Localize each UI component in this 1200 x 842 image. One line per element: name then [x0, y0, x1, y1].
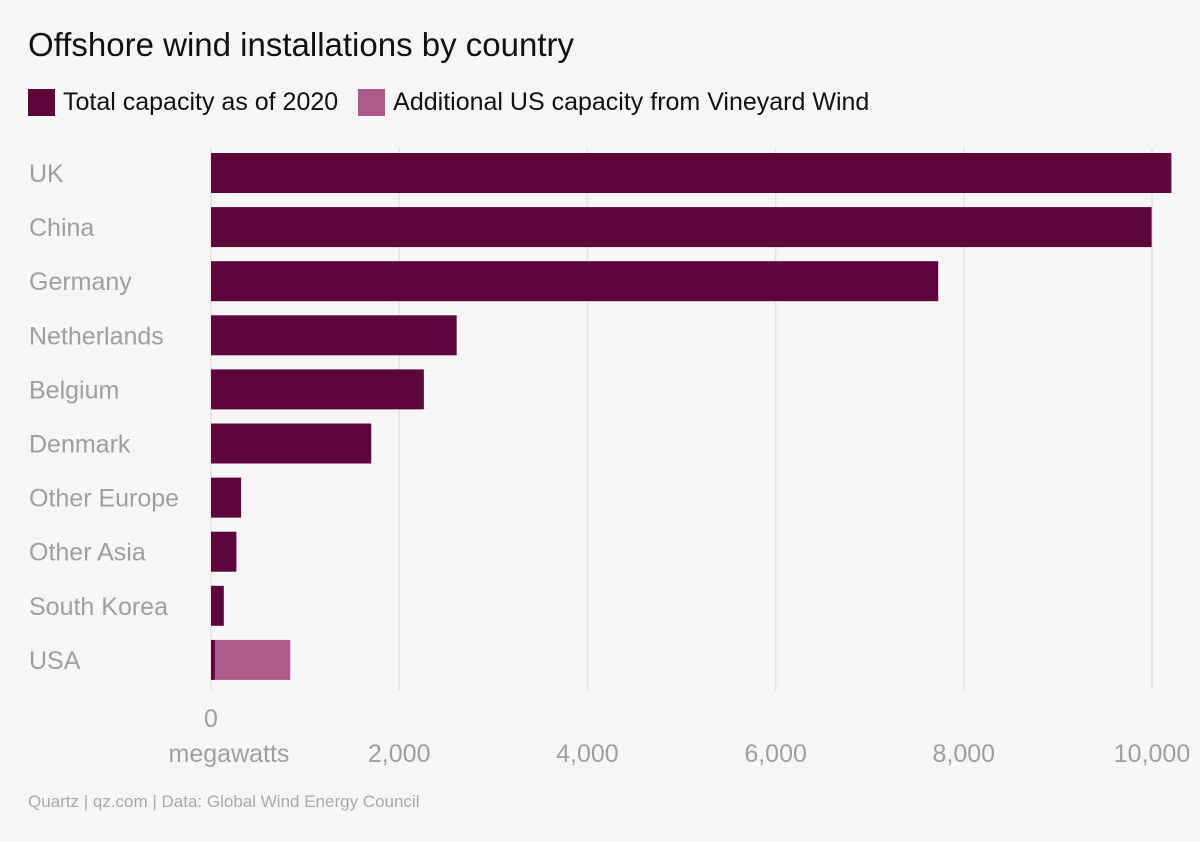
- bar-china-series-0: [211, 207, 1152, 248]
- legend-swatch-total: [28, 89, 55, 116]
- tick-label: 4,000: [556, 740, 619, 768]
- tick-label: 8,000: [933, 740, 996, 768]
- legend-item-vineyard: Additional US capacity from Vineyard Win…: [358, 88, 869, 117]
- tick-label: 6,000: [744, 740, 807, 768]
- category-label: Other Europe: [29, 485, 179, 513]
- chart-legend: Total capacity as of 2020 Additional US …: [28, 88, 889, 117]
- tick-label: 2,000: [368, 740, 431, 768]
- category-label: Belgium: [29, 376, 119, 404]
- bar-germany-series-0: [211, 261, 939, 302]
- x-axis-label: megawatts: [169, 740, 290, 768]
- bar-south-korea-series-0: [211, 585, 224, 626]
- tick-label: 10,000: [1114, 740, 1190, 768]
- legend-swatch-vineyard: [358, 89, 386, 116]
- category-label: UK: [29, 160, 64, 188]
- source-footer: Quartz | qz.com | Data: Global Wind Ener…: [28, 792, 420, 811]
- legend-label-vineyard: Additional US capacity from Vineyard Win…: [393, 88, 870, 116]
- bar-other-asia-series-0: [211, 531, 237, 572]
- bar-other-europe-series-0: [211, 477, 242, 518]
- category-label: Netherlands: [29, 322, 164, 350]
- tick-label: 0: [204, 705, 218, 733]
- category-label: Denmark: [29, 431, 131, 459]
- category-label: Other Asia: [29, 539, 146, 567]
- category-label: Germany: [29, 268, 132, 296]
- category-label: China: [29, 214, 94, 242]
- legend-item-total: Total capacity as of 2020: [28, 88, 338, 117]
- chart-title: Offshore wind installations by country: [28, 26, 574, 63]
- legend-label-total: Total capacity as of 2020: [63, 88, 339, 116]
- bar-uk-series-0: [211, 153, 1172, 193]
- bar-belgium-series-0: [211, 369, 424, 410]
- bar-denmark-series-0: [211, 423, 372, 464]
- bar-netherlands-series-0: [211, 315, 457, 356]
- bar-usa-series-1: [214, 639, 291, 680]
- category-label: USA: [29, 647, 81, 675]
- bar-usa-series-0: [211, 639, 215, 680]
- category-label: South Korea: [29, 593, 168, 621]
